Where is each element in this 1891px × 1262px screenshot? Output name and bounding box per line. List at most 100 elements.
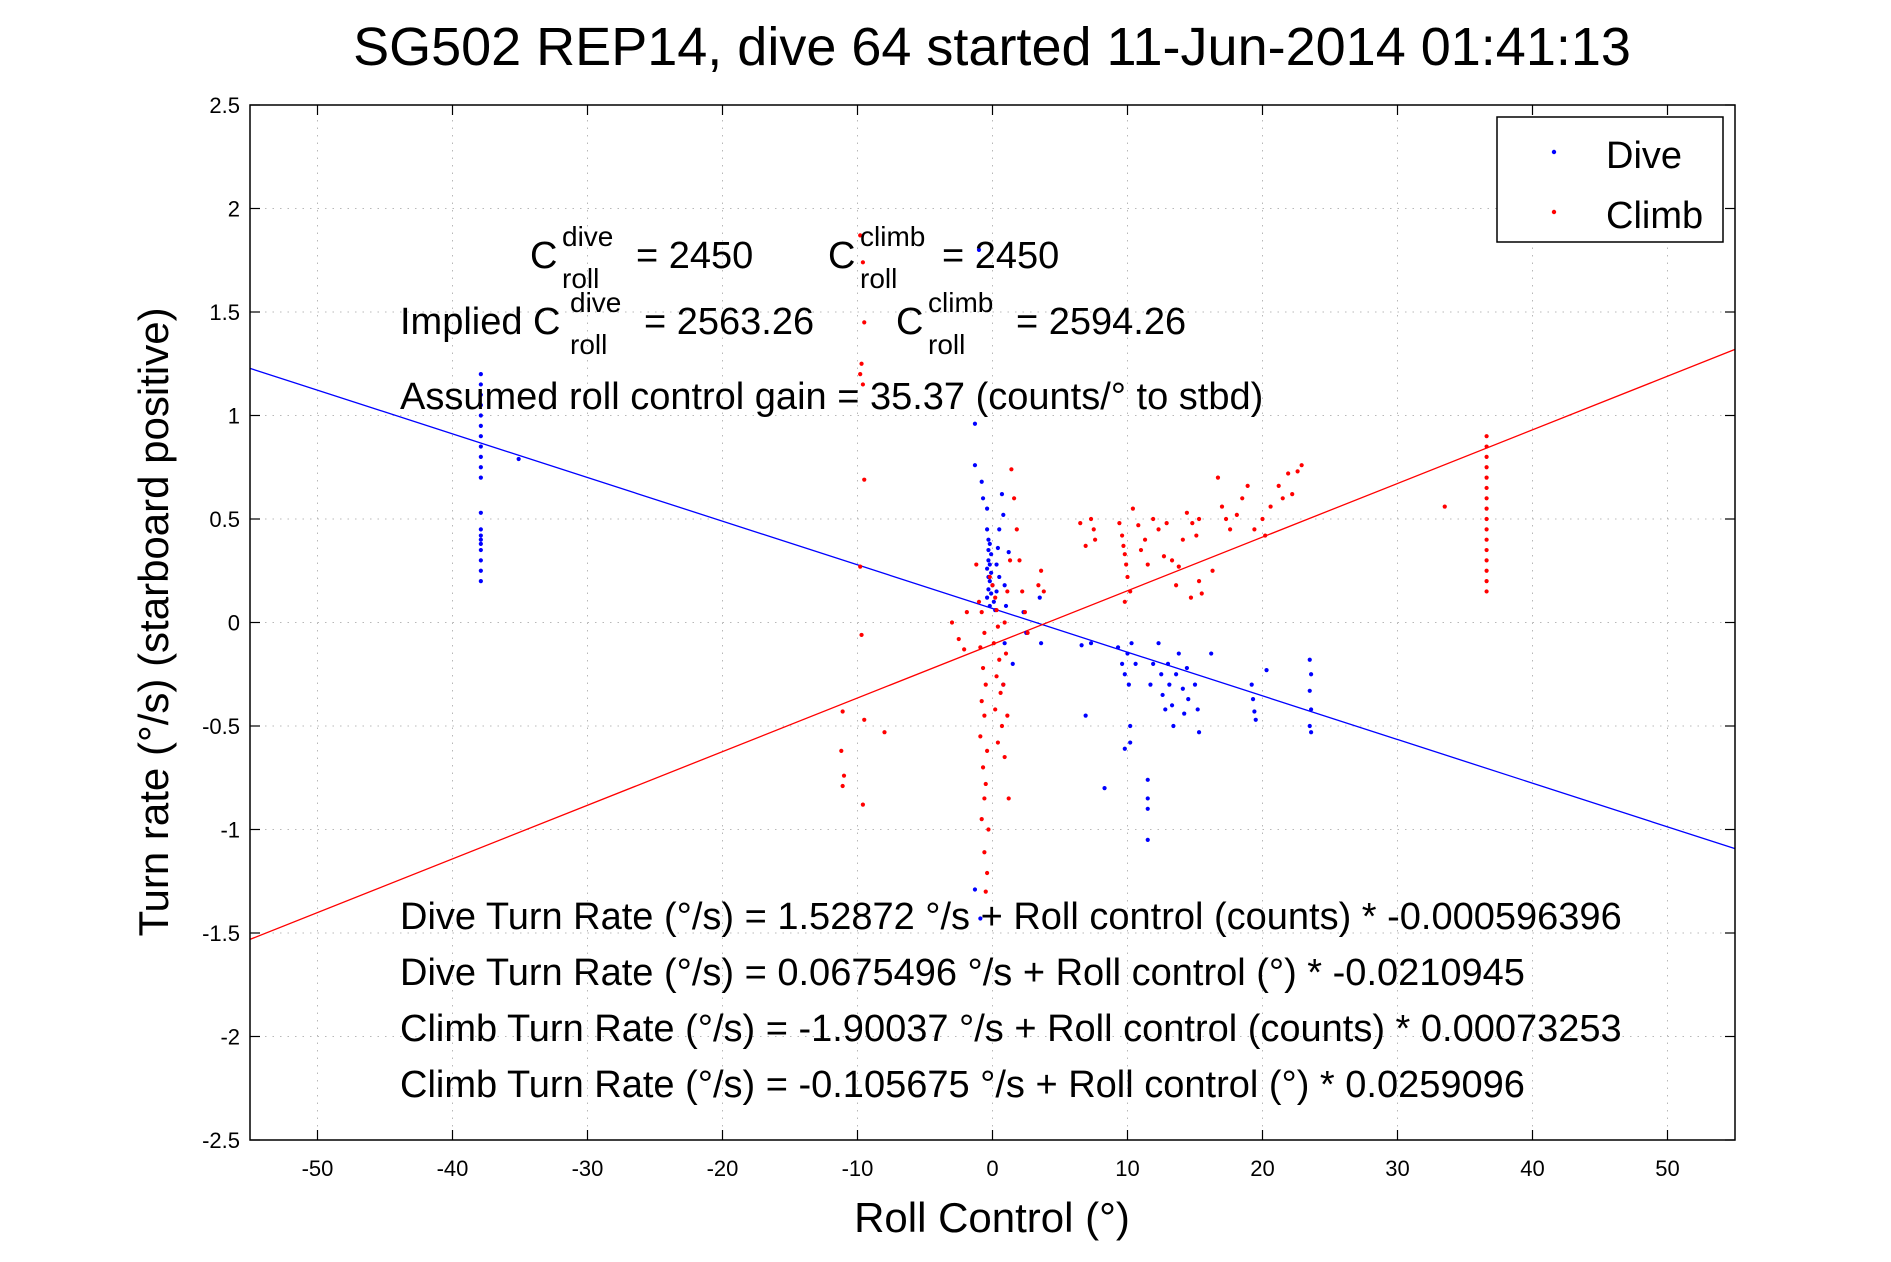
climb-data-point: [986, 827, 991, 832]
climb-data-point: [860, 382, 866, 387]
dive-data-point: [478, 444, 483, 449]
y-tick-label: -0.5: [202, 714, 240, 739]
dive-data-point: [979, 479, 984, 484]
climb-data-point: [1138, 547, 1144, 553]
climb-data-point: [1484, 444, 1489, 449]
dive-data-point: [1088, 641, 1094, 646]
dive-data-point: [1010, 661, 1015, 667]
dive-data-point: [1145, 806, 1150, 811]
dive-data-point: [478, 558, 483, 563]
dive-data-point: [999, 492, 1005, 497]
climb-data-point: [1484, 475, 1489, 480]
climb-data-point: [1002, 754, 1007, 760]
dive-data-point: [985, 527, 990, 532]
climb-data-point: [978, 734, 983, 739]
x-tick-label: -50: [302, 1156, 334, 1181]
climb-data-point: [1194, 533, 1199, 538]
climb-data-point: [1268, 504, 1273, 509]
climb-data-point: [982, 713, 987, 718]
climb-data-point: [1091, 527, 1096, 532]
dive-data-point: [1309, 707, 1314, 712]
climb-data-point: [1164, 521, 1169, 526]
dive-data-point: [976, 247, 982, 252]
dive-data-point: [1250, 696, 1256, 702]
climb-data-point: [1003, 651, 1009, 656]
climb-data-point: [1025, 630, 1030, 635]
gain-annotation: Assumed roll control gain = 35.37 (count…: [400, 376, 1263, 418]
legend-climb-marker: [1551, 209, 1557, 215]
climb-data-point: [974, 562, 979, 567]
climb-data-point: [1215, 475, 1221, 480]
dive-data-point: [1163, 707, 1168, 712]
dive-data-point: [987, 562, 992, 567]
climb-data-point: [1484, 434, 1489, 439]
climb-data-point: [1184, 510, 1189, 515]
climb-data-point: [978, 645, 983, 650]
climb-data-point: [1484, 537, 1489, 542]
dive-data-point: [1145, 837, 1150, 842]
dive-data-point: [1120, 661, 1125, 667]
climb-data-point: [983, 889, 988, 894]
x-tick-label: 0: [986, 1156, 998, 1181]
dive-data-point: [1133, 661, 1138, 667]
y-tick-label: 2.5: [209, 93, 240, 118]
dive-data-point: [989, 552, 994, 557]
x-tick-label: 50: [1655, 1156, 1679, 1181]
x-tick-label: -20: [707, 1156, 739, 1181]
climb-data-point: [1484, 568, 1489, 573]
y-axis-label: Turn rate (°/s) (starboard positive): [130, 307, 177, 936]
climb-data-point: [862, 320, 867, 325]
climb-data-point: [1484, 496, 1489, 501]
climb-data-point: [858, 372, 863, 377]
y-tick-label: 1.5: [209, 300, 240, 325]
y-tick-label: 0: [228, 611, 240, 636]
climb-data-point: [1122, 552, 1127, 557]
climb-data-point: [1180, 537, 1185, 542]
dive-data-point: [1192, 682, 1198, 687]
climb-data-point: [1263, 533, 1268, 538]
c-roll-climb-letter: C: [828, 235, 855, 277]
c-roll-climb-sup: climb: [860, 221, 925, 252]
climb-data-point: [1156, 527, 1161, 532]
x-tick-label: 30: [1385, 1156, 1409, 1181]
climb-data-point: [1005, 589, 1010, 594]
climb-data-point: [1128, 589, 1133, 594]
climb-data-point: [858, 564, 863, 569]
legend-dive-marker: [1551, 149, 1557, 155]
implied-dive-sup: dive: [570, 287, 621, 318]
climb-data-point: [1012, 496, 1017, 501]
climb-data-point: [1039, 568, 1044, 573]
dive-data-point: [1165, 661, 1171, 667]
dive-data-point: [1122, 746, 1127, 751]
dive-data-point: [478, 413, 483, 418]
dive-data-point: [1171, 723, 1176, 729]
dive-data-point: [1148, 682, 1153, 687]
dive-data-point: [986, 547, 991, 553]
dive-data-point: [1160, 692, 1165, 698]
climb-data-point: [1484, 506, 1489, 511]
climb-data-point: [993, 707, 998, 712]
climb-data-point: [862, 477, 867, 482]
climb-data-point: [1276, 483, 1281, 488]
dive-data-point: [1159, 672, 1164, 677]
implied-climb-letter: C: [896, 301, 923, 343]
dive-data-point: [1126, 682, 1131, 687]
climb-data-point: [1484, 547, 1489, 553]
climb-data-point: [982, 850, 987, 855]
dive-data-point: [1006, 550, 1011, 555]
dive-data-point: [972, 421, 978, 426]
y-tick-label: -2.5: [202, 1128, 240, 1153]
dive-data-point: [1253, 717, 1258, 722]
annotations: C dive roll = 2450 C climb roll = 2450 I…: [400, 221, 1622, 1106]
x-tick-label: -40: [437, 1156, 469, 1181]
climb-data-point: [862, 717, 867, 722]
equation-dive-counts: Dive Turn Rate (°/s) = 1.52872 °/s + Rol…: [400, 896, 1622, 938]
dive-data-point: [1209, 651, 1214, 656]
climb-data-point: [1234, 512, 1239, 517]
implied-climb-sub: roll: [928, 329, 965, 360]
climb-data-point: [979, 817, 984, 822]
dive-data-point: [985, 506, 990, 511]
dive-data-point: [1195, 707, 1200, 712]
climb-data-point: [1240, 496, 1245, 501]
y-tick-label: -2: [220, 1025, 240, 1050]
